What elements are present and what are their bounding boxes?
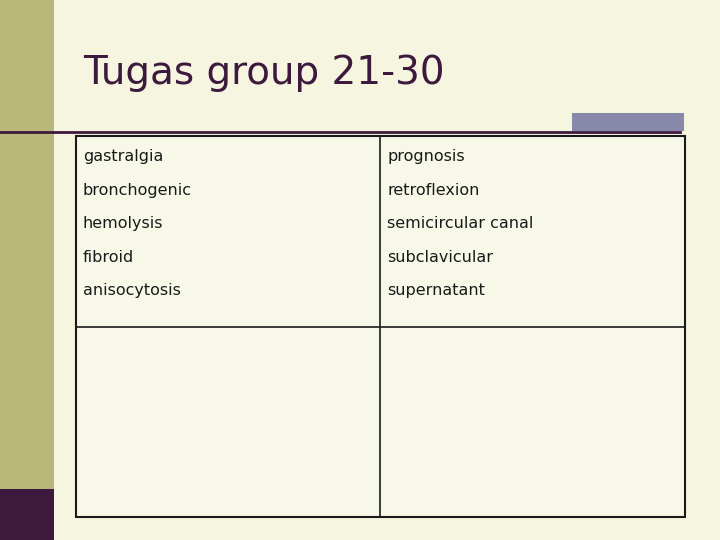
Bar bbox=[76, 136, 685, 517]
Text: anisocytosis: anisocytosis bbox=[83, 283, 181, 298]
Text: retroflexion: retroflexion bbox=[387, 183, 480, 198]
Text: Tugas group 21-30: Tugas group 21-30 bbox=[83, 54, 444, 92]
Text: prognosis: prognosis bbox=[387, 149, 465, 164]
Bar bbox=[0, 489, 54, 540]
Bar bbox=[572, 113, 684, 131]
Text: hemolysis: hemolysis bbox=[83, 216, 163, 231]
Text: semicircular canal: semicircular canal bbox=[387, 216, 534, 231]
Text: gastralgia: gastralgia bbox=[83, 149, 163, 164]
Bar bbox=[0, 0, 54, 540]
Text: supernatant: supernatant bbox=[387, 283, 485, 298]
Text: bronchogenic: bronchogenic bbox=[83, 183, 192, 198]
Text: subclavicular: subclavicular bbox=[387, 249, 493, 265]
Text: fibroid: fibroid bbox=[83, 249, 134, 265]
